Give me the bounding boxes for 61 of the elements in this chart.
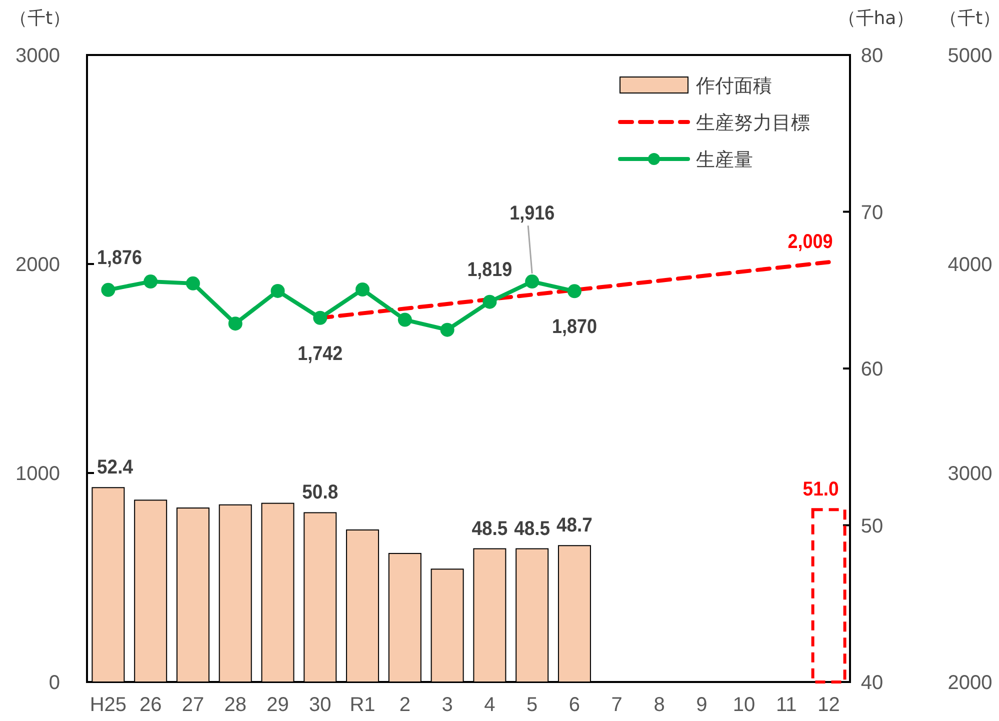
x-tick-label: 27	[182, 694, 204, 716]
y-axis-title: （千t）	[9, 8, 71, 29]
data-label: 48.5	[472, 518, 511, 540]
point	[440, 322, 454, 337]
y3-tick-label: 2000	[948, 672, 992, 694]
y-tick-label: 0	[48, 672, 60, 694]
x-tick-label: 8	[654, 694, 665, 716]
point	[270, 284, 285, 298]
data-label: 1,916	[510, 202, 560, 225]
x-tick-label: 6	[568, 694, 580, 716]
y2-tick-label: 50	[860, 515, 884, 538]
point	[313, 310, 328, 325]
data-label: 48.5	[514, 518, 554, 540]
legend-label: 作付面積	[695, 75, 772, 97]
x-tick-label: 5	[526, 694, 538, 716]
point	[525, 274, 540, 289]
x-tick-label: 28	[224, 694, 246, 716]
data-label: 48.7	[556, 514, 596, 537]
x-tick-label: 29	[266, 694, 289, 716]
x-tick-label: R1	[350, 694, 376, 716]
point	[101, 282, 116, 297]
x-tick-label: 2	[399, 694, 410, 716]
data-label: 51.0	[802, 478, 842, 501]
data-label: 1,876	[97, 246, 148, 269]
data-label: 50.8	[302, 482, 342, 504]
x-tick-label: H25	[90, 694, 127, 716]
x-tick-label: 9	[696, 694, 708, 716]
legend-label: 生産努力目標	[696, 112, 810, 134]
point	[186, 276, 200, 290]
y-tick-label: 1000	[16, 463, 60, 485]
data-label: 2,009	[788, 231, 838, 254]
y-tick-label: 3000	[16, 45, 60, 67]
point	[567, 284, 582, 298]
point	[398, 312, 412, 327]
point	[144, 274, 158, 289]
x-tick-label: 26	[139, 694, 162, 716]
data-label: 1,870	[552, 316, 602, 338]
y3-tick-label: 5000	[948, 45, 992, 67]
legend-label: 生産量	[696, 149, 753, 171]
y2-tick-label: 70	[860, 202, 884, 224]
point	[482, 294, 497, 309]
point	[228, 316, 242, 331]
point	[356, 282, 370, 296]
x-tick-label: 7	[611, 694, 622, 716]
x-tick-label: 3	[442, 694, 453, 716]
x-tick-label: 4	[484, 694, 496, 716]
y2-tick-label: 40	[860, 672, 884, 694]
data-label: 52.4	[97, 456, 136, 479]
data-label: 1,819	[467, 258, 518, 281]
y2-axis-title: （千ha）	[838, 8, 914, 29]
y3-axis-title: （千t）	[939, 8, 999, 29]
y2-tick-label: 60	[860, 358, 884, 380]
y3-tick-label: 3000	[948, 463, 992, 485]
x-tick-label: 12	[818, 694, 840, 716]
x-tick-label: 30	[309, 694, 332, 716]
y-tick-label: 2000	[16, 254, 60, 276]
data-label: 1,742	[298, 342, 348, 365]
x-tick-label: 10	[732, 694, 756, 716]
x-tick-label: 11	[776, 694, 797, 716]
y2-tick-label: 80	[860, 45, 884, 67]
y3-tick-label: 4000	[948, 254, 992, 276]
